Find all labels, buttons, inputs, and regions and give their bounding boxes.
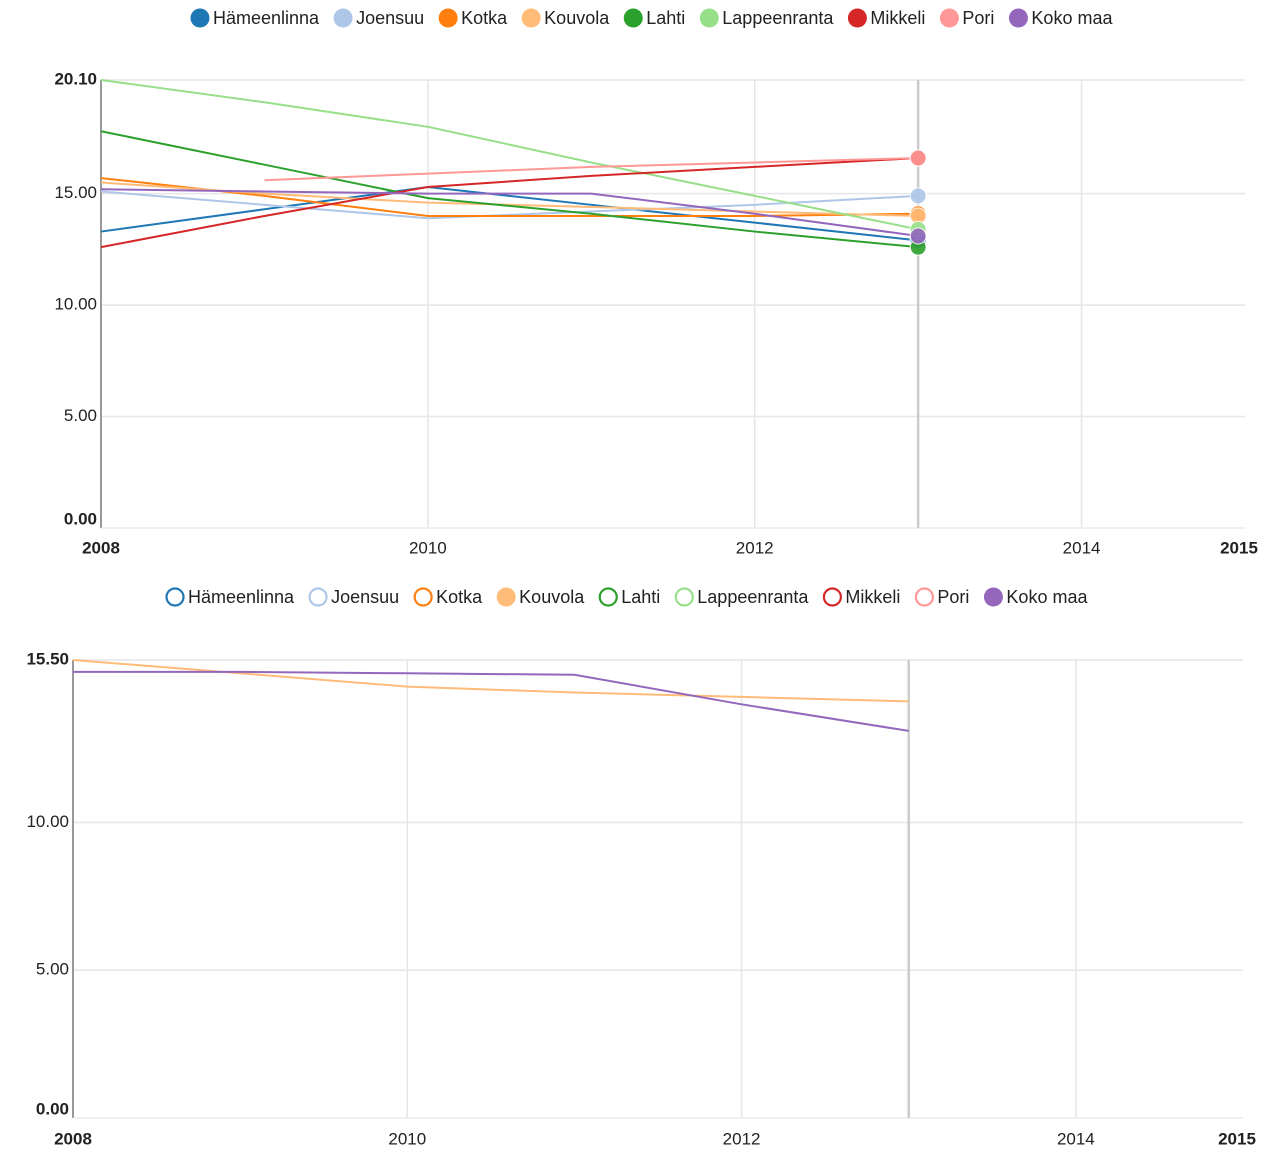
series-line [100,188,919,238]
y-tick-label: 15.50 [26,649,69,668]
x-tick-label: 2008 [82,538,120,557]
series-line [100,181,919,217]
y-tick-label: 10.00 [26,812,69,831]
x-tick-label: 2012 [723,1129,761,1148]
series-line [100,177,919,217]
legend-label: Pori [962,8,994,28]
legend-swatch [190,8,210,28]
legend-item: Lahti [598,587,660,607]
legend-label: Lahti [621,587,660,607]
legend-item: Hämeenlinna [165,587,295,607]
x-tick-label: 2010 [409,538,447,557]
legend-swatch [308,587,328,607]
legend-item: Joensuu [333,8,424,28]
legend-item: Pori [914,587,969,607]
legend-swatch [939,8,959,28]
legend-label: Hämeenlinna [213,8,320,28]
y-tick-label: 20.10 [54,69,97,88]
legend-swatch [413,587,433,607]
y-tick-label: 10.00 [54,295,97,314]
legend-swatch [623,8,643,28]
end-marker [909,227,927,245]
series-line [100,157,919,249]
legend-item: Lahti [623,8,685,28]
legend-item: Koko maa [983,587,1088,607]
legend-label: Mikkeli [845,587,900,607]
legend-item: Pori [939,8,994,28]
legend-label: Pori [937,587,969,607]
x-tick-label: 2015 [1220,538,1258,557]
series-line [264,157,919,182]
x-tick-label: 2008 [54,1129,92,1148]
legend-item: Kotka [438,8,508,28]
y-tick-label: 5.00 [36,960,69,979]
legend-label: Joensuu [331,587,399,607]
x-tick-label: 2012 [736,538,774,557]
legend-item: Joensuu [308,587,399,607]
legend-label: Joensuu [356,8,424,28]
legend-item: Kotka [413,587,483,607]
legend-swatch [598,587,618,607]
legend-label: Koko maa [1006,587,1088,607]
series-line [100,190,919,220]
end-marker [909,149,927,167]
legend-item: Mikkeli [847,8,925,28]
legend-swatch [674,587,694,607]
legend-item: Lappeenranta [674,587,809,607]
legend-label: Lahti [646,8,685,28]
series-line [72,659,909,703]
x-tick-label: 2015 [1218,1129,1256,1148]
legend-label: Mikkeli [870,8,925,28]
legend-label: Hämeenlinna [188,587,295,607]
legend-item: Kouvola [521,8,610,28]
series-line [100,185,919,242]
y-tick-label: 5.00 [64,406,97,425]
legend-swatch [1008,8,1028,28]
legend-swatch [165,587,185,607]
legend-item: Mikkeli [822,587,900,607]
y-tick-label: 0.00 [36,1099,69,1118]
legend-label: Kouvola [519,587,585,607]
legend-swatch [822,587,842,607]
legend-item: Koko maa [1008,8,1113,28]
x-tick-label: 2014 [1057,1129,1095,1148]
series-line [73,670,909,732]
legend-swatch [914,587,935,607]
legend-label: Lappeenranta [722,8,834,28]
legend-swatch [983,587,1003,607]
legend-label: Lappeenranta [697,587,809,607]
series-line [100,130,919,249]
legend-swatch [438,8,458,28]
legend-item: Hämeenlinna [190,8,320,28]
x-tick-label: 2014 [1063,538,1101,557]
legend-label: Kouvola [544,8,610,28]
series-line [100,79,919,231]
legend-swatch [333,8,353,28]
legend-item: Kouvola [496,587,585,607]
y-tick-label: 15.00 [54,183,97,202]
y-tick-label: 0.00 [64,509,97,528]
x-tick-label: 2010 [388,1129,426,1148]
legend-item: Lappeenranta [699,8,834,28]
legend-swatch [847,8,867,28]
legend-label: Kotka [461,8,508,28]
legend-label: Kotka [436,587,483,607]
legend-swatch [496,587,516,607]
legend-label: Koko maa [1031,8,1113,28]
end-marker [909,187,927,205]
legend-swatch [521,8,541,28]
legend-swatch [699,8,719,28]
